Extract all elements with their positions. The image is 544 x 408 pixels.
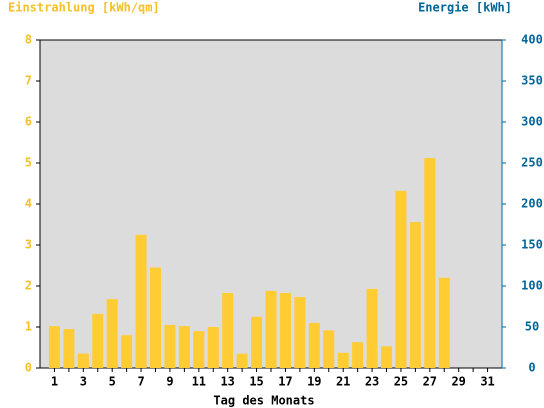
bar — [395, 190, 407, 368]
bar — [178, 326, 190, 368]
bar — [150, 267, 161, 368]
x-tick-label: 19 — [307, 375, 321, 389]
bar — [164, 324, 176, 368]
x-tick-label: 3 — [80, 375, 87, 389]
x-tick-label: 7 — [137, 375, 144, 389]
y-tick-label: 1 — [25, 320, 32, 334]
x-tick-label: 15 — [249, 375, 263, 389]
y2-tick-label: 400 — [521, 33, 543, 47]
x-tick-label: 21 — [336, 375, 350, 389]
bar — [251, 316, 263, 368]
x-tick-label: 27 — [423, 375, 437, 389]
bar — [337, 352, 349, 368]
y-tick-label: 0 — [25, 361, 32, 375]
y2-tick-label: 300 — [521, 115, 543, 129]
x-tick-label: 11 — [192, 375, 206, 389]
x-tick-label: 31 — [480, 375, 494, 389]
bar — [265, 290, 277, 368]
x-tick-label: 17 — [278, 375, 292, 389]
x-tick-label: 25 — [394, 375, 408, 389]
bar — [424, 158, 436, 368]
bar — [381, 346, 392, 368]
y-tick-label: 8 — [25, 33, 32, 47]
bar — [63, 329, 75, 368]
x-tick-label: 13 — [220, 375, 234, 389]
bar — [294, 297, 306, 368]
y-tick-label: 4 — [25, 197, 32, 211]
y2-tick-label: 100 — [521, 279, 543, 293]
y-axis-title: Einstrahlung [kWh/qm] — [8, 1, 160, 15]
bar — [135, 234, 147, 368]
x-axis-title: Tag des Monats — [213, 394, 314, 408]
bar — [106, 299, 118, 368]
bar — [236, 353, 248, 368]
bar — [48, 326, 60, 368]
bar — [207, 327, 219, 368]
x-tick-label: 23 — [365, 375, 379, 389]
bar — [92, 313, 104, 368]
x-tick-label: 9 — [166, 375, 173, 389]
y-tick-label: 5 — [25, 156, 32, 170]
bar — [438, 277, 450, 368]
y2-tick-label: 350 — [521, 74, 543, 88]
y2-tick-label: 50 — [525, 320, 539, 334]
bar — [279, 292, 291, 368]
bar — [366, 288, 378, 368]
bar — [308, 322, 320, 368]
y-tick-label: 6 — [25, 115, 32, 129]
x-tick-label: 5 — [109, 375, 116, 389]
bar — [77, 353, 89, 368]
bar — [222, 292, 234, 368]
x-tick-label: 29 — [451, 375, 465, 389]
y-tick-label: 3 — [25, 238, 32, 252]
y2-tick-label: 150 — [521, 238, 543, 252]
bar — [193, 331, 205, 368]
y2-tick-label: 200 — [521, 197, 543, 211]
y-tick-label: 7 — [25, 74, 32, 88]
y-tick-label: 2 — [25, 279, 32, 293]
bar — [409, 222, 421, 368]
y2-axis-title: Energie [kWh] — [418, 1, 512, 15]
x-tick-label: 1 — [51, 375, 58, 389]
y2-tick-label: 0 — [528, 361, 535, 375]
bar — [323, 330, 335, 368]
bar — [121, 335, 133, 368]
y2-tick-label: 250 — [521, 156, 543, 170]
bar — [352, 342, 364, 368]
